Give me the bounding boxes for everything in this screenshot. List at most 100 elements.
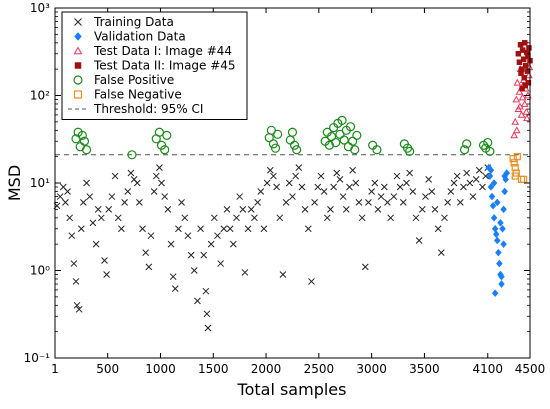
data-point — [156, 164, 163, 171]
data-point — [223, 205, 231, 213]
data-point — [525, 79, 532, 86]
data-point — [197, 225, 204, 233]
data-point — [441, 214, 448, 222]
data-point — [513, 153, 521, 161]
data-point — [516, 59, 523, 65]
data-point — [497, 219, 504, 227]
x-tick-label: 4500 — [515, 362, 546, 376]
data-point — [127, 169, 135, 177]
data-point — [75, 305, 83, 313]
data-point — [485, 146, 495, 156]
data-point — [500, 205, 507, 214]
legend-marker — [73, 90, 83, 99]
data-point — [268, 139, 279, 149]
series-5 — [71, 115, 495, 160]
data-layer — [53, 40, 534, 332]
legend-label: Validation Data — [94, 30, 186, 44]
data-point — [515, 51, 522, 57]
data-point — [384, 199, 391, 206]
data-point — [145, 263, 153, 271]
data-point — [154, 127, 165, 137]
data-point — [493, 198, 501, 207]
data-point — [152, 172, 160, 180]
data-point — [214, 232, 221, 240]
series-6 — [509, 153, 528, 183]
data-point — [403, 179, 410, 187]
data-point — [513, 78, 522, 86]
data-point — [412, 214, 420, 222]
data-point — [207, 240, 215, 248]
data-point — [422, 193, 429, 200]
data-point — [522, 82, 528, 89]
data-point — [304, 225, 312, 233]
data-point — [136, 199, 143, 206]
legend-label: False Negative — [94, 88, 182, 102]
data-point — [469, 193, 477, 200]
data-point — [229, 240, 237, 248]
data-point — [73, 301, 81, 309]
data-point — [346, 183, 353, 191]
data-point — [511, 172, 519, 180]
data-point — [520, 175, 528, 183]
data-point — [79, 136, 90, 146]
data-point — [160, 145, 170, 155]
data-point — [314, 183, 322, 191]
data-point — [279, 271, 287, 278]
data-point — [108, 193, 116, 200]
data-point — [345, 122, 356, 132]
x-tick-label: 1000 — [145, 362, 176, 376]
legend-marker — [73, 75, 83, 85]
data-point — [352, 130, 362, 140]
data-point — [161, 193, 169, 200]
legend-marker — [73, 46, 83, 55]
data-point — [190, 267, 198, 274]
data-point — [89, 219, 97, 227]
data-point — [501, 187, 508, 196]
data-point — [164, 205, 172, 213]
data-point — [298, 183, 306, 191]
y-tick-label: 10⁰ — [30, 264, 50, 278]
legend-label: Threshold: 95% CI — [93, 102, 203, 116]
data-point — [244, 225, 252, 233]
data-point — [217, 260, 225, 267]
data-point — [62, 199, 69, 206]
data-point — [406, 169, 413, 177]
data-point — [490, 179, 498, 187]
data-point — [342, 205, 350, 213]
legend-box — [61, 11, 248, 120]
data-point — [77, 130, 87, 140]
data-point — [86, 193, 94, 200]
y-tick-label: 10¹ — [30, 176, 50, 190]
data-point — [308, 278, 315, 285]
data-point — [521, 40, 528, 46]
data-point — [399, 199, 407, 206]
data-point — [425, 176, 432, 183]
data-point — [276, 214, 284, 222]
data-point — [509, 155, 517, 163]
data-point — [162, 130, 172, 140]
legend-entry: Training Data — [74, 15, 174, 29]
legend-marker — [74, 62, 82, 69]
data-point — [518, 70, 524, 76]
data-point — [263, 179, 271, 187]
data-point — [516, 102, 524, 110]
data-point — [97, 214, 105, 222]
data-point — [333, 169, 341, 177]
data-point — [330, 183, 337, 191]
data-point — [167, 240, 175, 248]
axes-layer: 1 500 1000 1500 2000 2500 3000 3500 4100 450010⁻¹… — [24, 1, 546, 376]
data-point — [460, 183, 467, 191]
data-point — [431, 205, 439, 213]
data-point — [393, 172, 401, 180]
data-point — [247, 205, 255, 213]
data-point — [101, 257, 108, 264]
data-point — [114, 214, 122, 222]
data-point — [226, 225, 234, 233]
data-point — [169, 273, 177, 281]
data-point — [463, 169, 471, 177]
data-point — [72, 278, 80, 285]
data-point — [511, 117, 520, 125]
legend-marker — [74, 18, 82, 26]
data-point — [339, 135, 349, 145]
data-point — [139, 225, 146, 233]
